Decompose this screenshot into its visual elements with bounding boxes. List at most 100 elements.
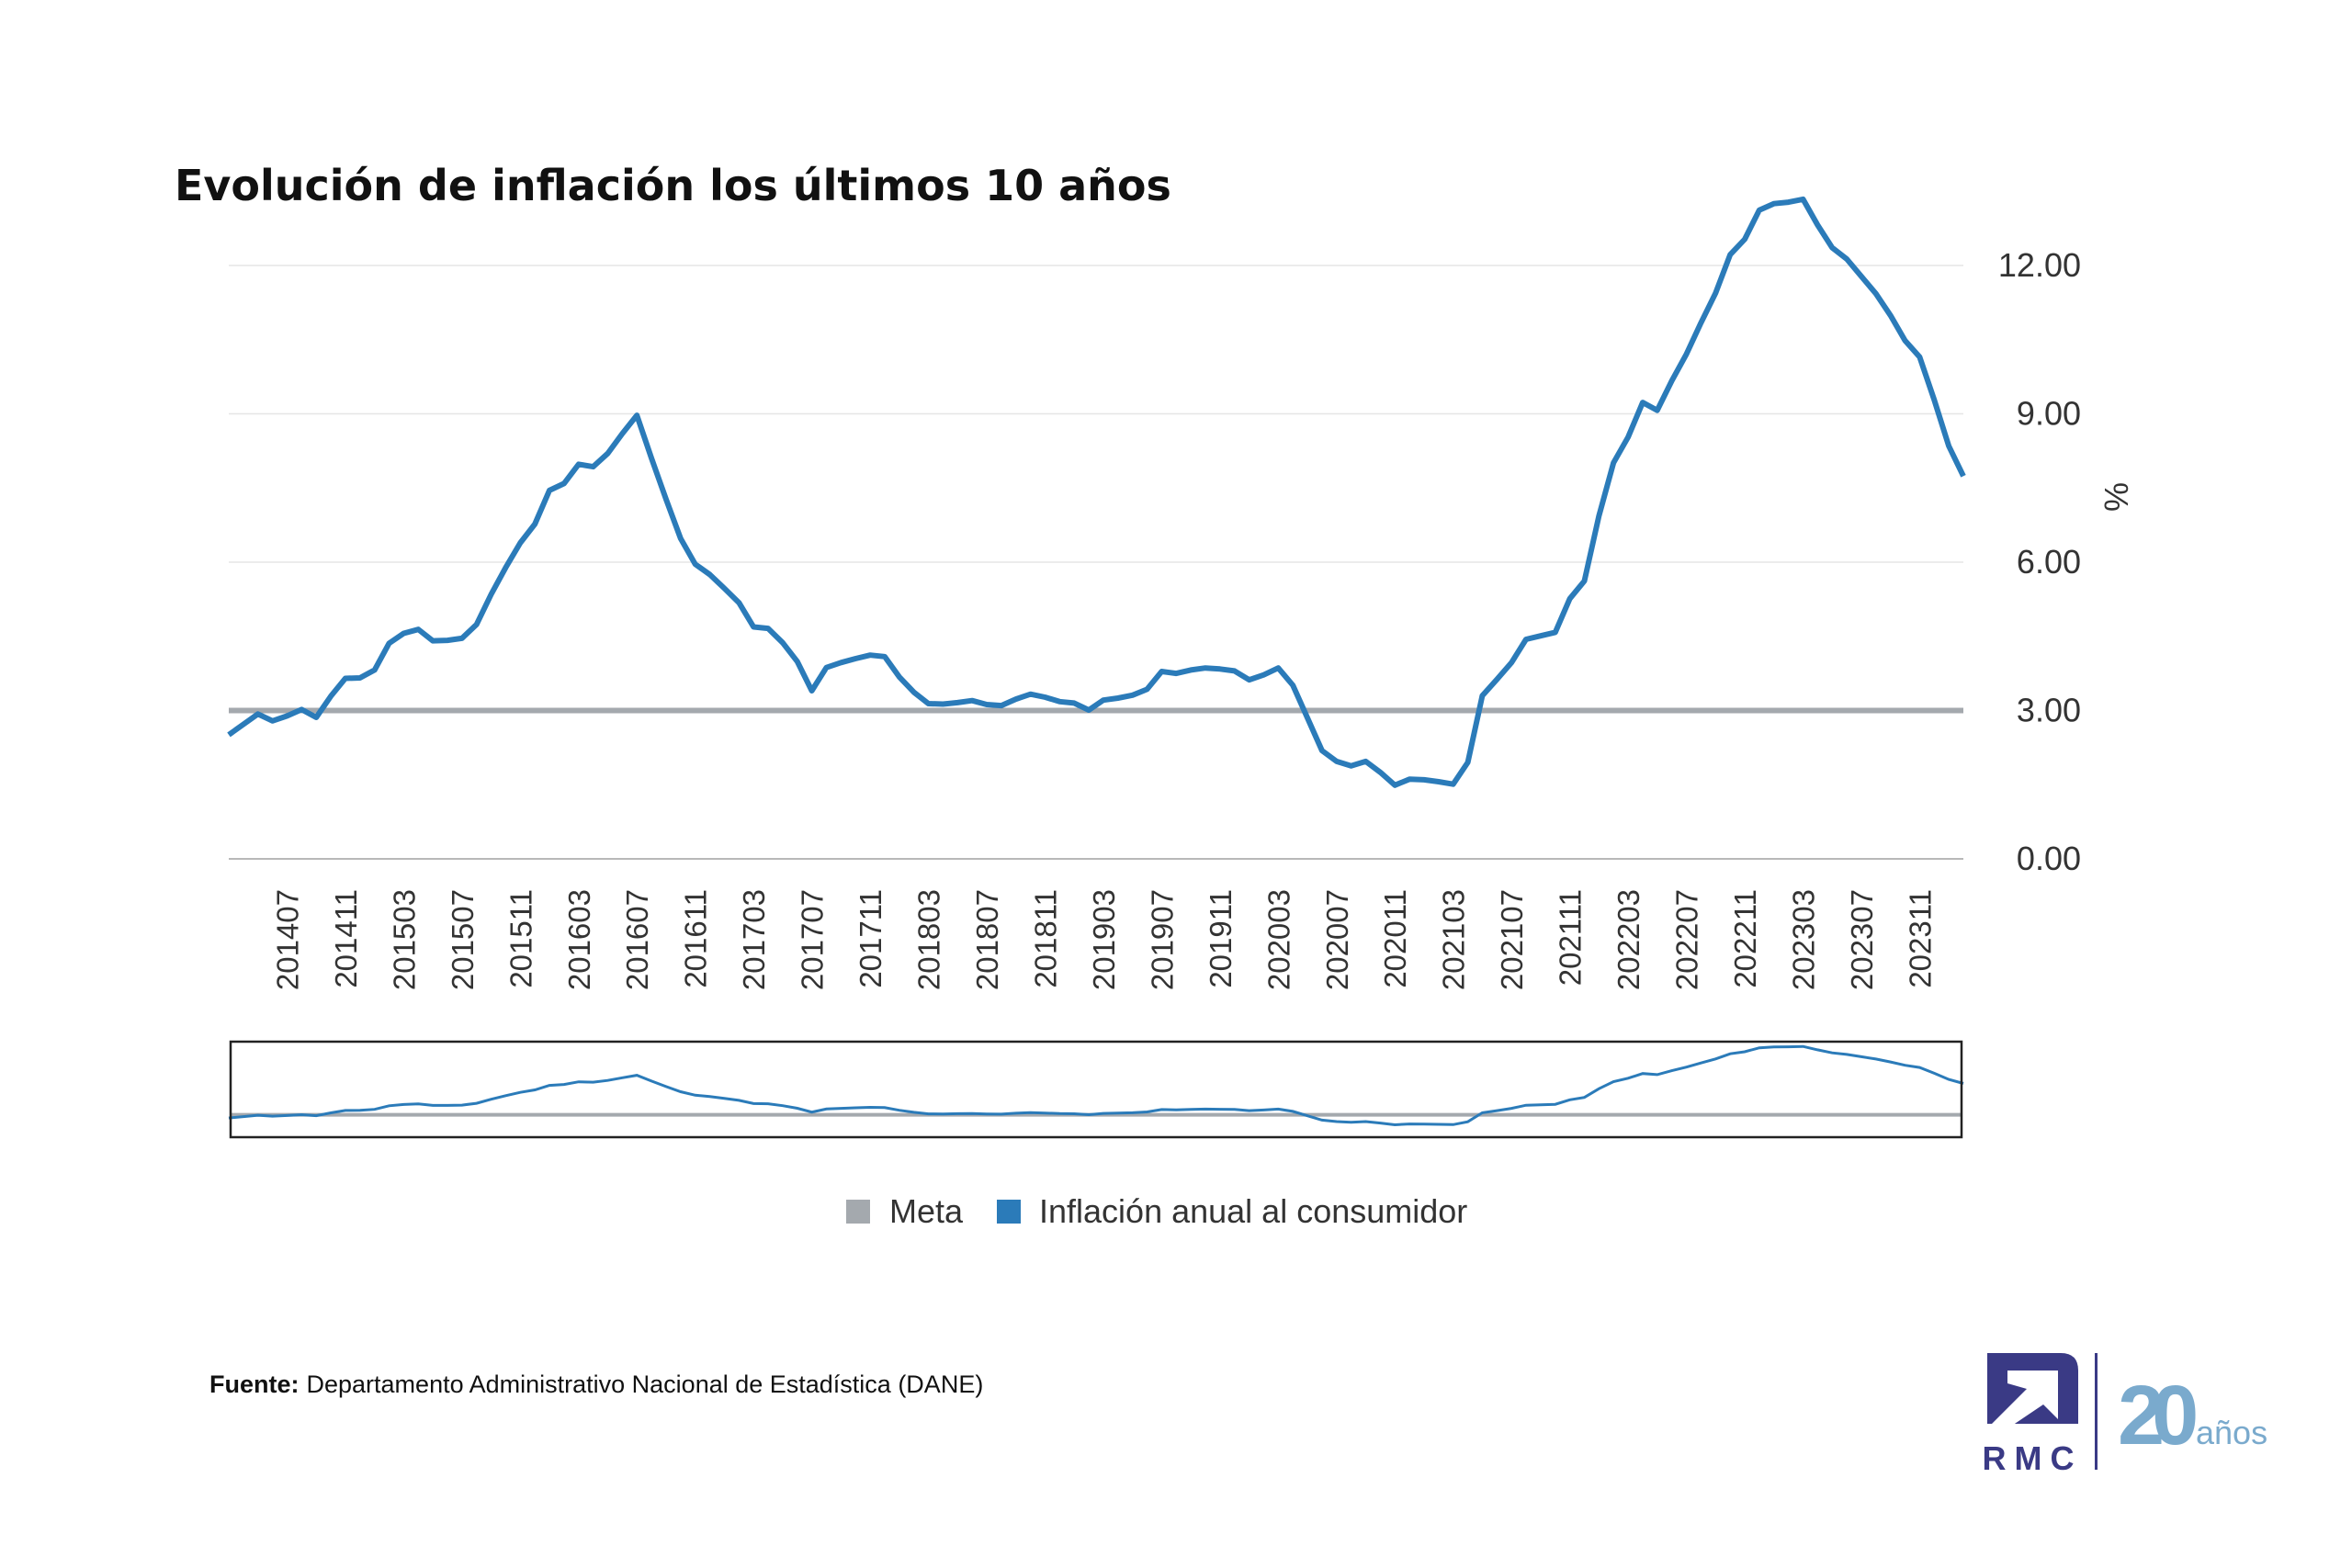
x-tick-label: 201711 [854, 889, 888, 988]
logo-anniversary-number: 20 [2118, 1369, 2196, 1462]
legend: Meta Inflación anual al consumidor [846, 1192, 1467, 1230]
data-point [1538, 633, 1544, 638]
data-point [1625, 434, 1631, 440]
data-point [751, 625, 756, 630]
data-point [328, 694, 334, 699]
y-tick-label: 12.00 [1998, 246, 2081, 284]
data-point [270, 718, 276, 724]
data-point [1319, 748, 1325, 753]
x-tick-label: 201911 [1204, 889, 1238, 988]
legend-label-inflation[interactable]: Inflación anual al consumidor [1039, 1192, 1467, 1230]
data-point [255, 711, 261, 716]
data-point [1771, 201, 1777, 207]
data-point [474, 622, 480, 627]
source-footer: Fuente: Departamento Administrativo Nacio… [209, 1371, 983, 1398]
data-point [1305, 716, 1310, 721]
data-point [1057, 699, 1062, 705]
data-point [532, 522, 537, 527]
data-point [911, 690, 917, 695]
y-tick-label: 9.00 [2017, 395, 2081, 433]
data-point [721, 586, 727, 592]
data-point [1407, 776, 1412, 782]
legend-swatch-inflation[interactable] [997, 1200, 1021, 1224]
data-point [663, 497, 669, 502]
data-point [1028, 692, 1034, 697]
data-point [897, 674, 902, 680]
x-tick-label: 201703 [737, 889, 771, 990]
data-point [1101, 697, 1106, 703]
data-point [547, 488, 552, 493]
x-tick-label: 201803 [912, 889, 946, 990]
data-point [736, 600, 741, 605]
data-point [1421, 777, 1427, 783]
y-axis-ticks: 0.00 3.00 6.00 9.00 12.00 [1998, 246, 2081, 877]
data-point [1553, 629, 1558, 635]
data-point [1392, 783, 1397, 788]
data-point [809, 688, 815, 694]
y-axis-label: % [2098, 482, 2135, 512]
data-point [1931, 397, 1937, 402]
x-tick-label: 201503 [387, 889, 421, 990]
data-point [561, 480, 567, 486]
data-point [489, 592, 494, 597]
data-point [1640, 400, 1645, 405]
data-point [591, 464, 596, 469]
data-point [387, 640, 392, 646]
data-point [823, 665, 829, 671]
data-point [1494, 677, 1499, 682]
data-point [1349, 763, 1354, 769]
grid-lines [229, 265, 1963, 860]
data-point [1013, 696, 1019, 702]
x-tick-label: 201603 [562, 889, 596, 990]
data-point [1523, 637, 1529, 642]
navigator-inflation-line [228, 1044, 1964, 1127]
data-point [1669, 378, 1675, 383]
navigator[interactable] [228, 1040, 1964, 1139]
data-point [1961, 473, 1966, 479]
x-tick-label: 201511 [503, 889, 537, 988]
data-point [1611, 460, 1616, 466]
data-point [969, 698, 975, 704]
data-point [634, 412, 639, 418]
x-tick-label: 201407 [270, 889, 304, 990]
x-tick-label: 202003 [1261, 889, 1295, 990]
x-tick-label: 201507 [446, 889, 480, 990]
data-point [1829, 245, 1835, 251]
data-point [1188, 667, 1193, 672]
data-point [649, 456, 654, 461]
data-point [1071, 700, 1077, 705]
x-tick-label: 201903 [1087, 889, 1121, 990]
logo-anniversary-word: años [2196, 1414, 2267, 1451]
data-point [1217, 666, 1223, 671]
rmc-logo: RMC 20 años [1983, 1353, 2267, 1477]
data-point [241, 722, 246, 728]
data-point [1145, 686, 1150, 692]
x-tick-label: 201411 [329, 889, 363, 988]
legend-label-meta[interactable]: Meta [889, 1192, 964, 1230]
data-point [765, 626, 771, 631]
data-point [955, 700, 960, 705]
data-point [707, 571, 713, 577]
data-point [299, 706, 304, 712]
data-point [1159, 669, 1164, 674]
data-point [1888, 312, 1894, 318]
data-point [459, 636, 465, 641]
svg-text:Fuente:Departamento Administra: Fuente: Departamento Administrativo Nacio… [209, 1371, 983, 1398]
logo-brand-text: RMC [1983, 1439, 2083, 1477]
legend-swatch-meta[interactable] [846, 1200, 870, 1224]
data-point [1377, 770, 1383, 775]
data-point [1946, 443, 1951, 448]
data-point [226, 732, 232, 738]
data-point [1086, 707, 1091, 713]
data-point [445, 637, 450, 643]
x-tick-label: 202303 [1786, 889, 1820, 990]
data-point [1655, 408, 1660, 413]
data-point [619, 431, 625, 436]
data-point [780, 640, 786, 646]
data-point [678, 536, 684, 541]
y-tick-label: 6.00 [2017, 543, 2081, 581]
x-tick-label: 202307 [1845, 889, 1879, 990]
navigator-frame[interactable] [229, 1040, 1963, 1139]
footer-text: Departamento Administrativo Nacional de … [307, 1371, 984, 1398]
data-point [284, 713, 289, 718]
